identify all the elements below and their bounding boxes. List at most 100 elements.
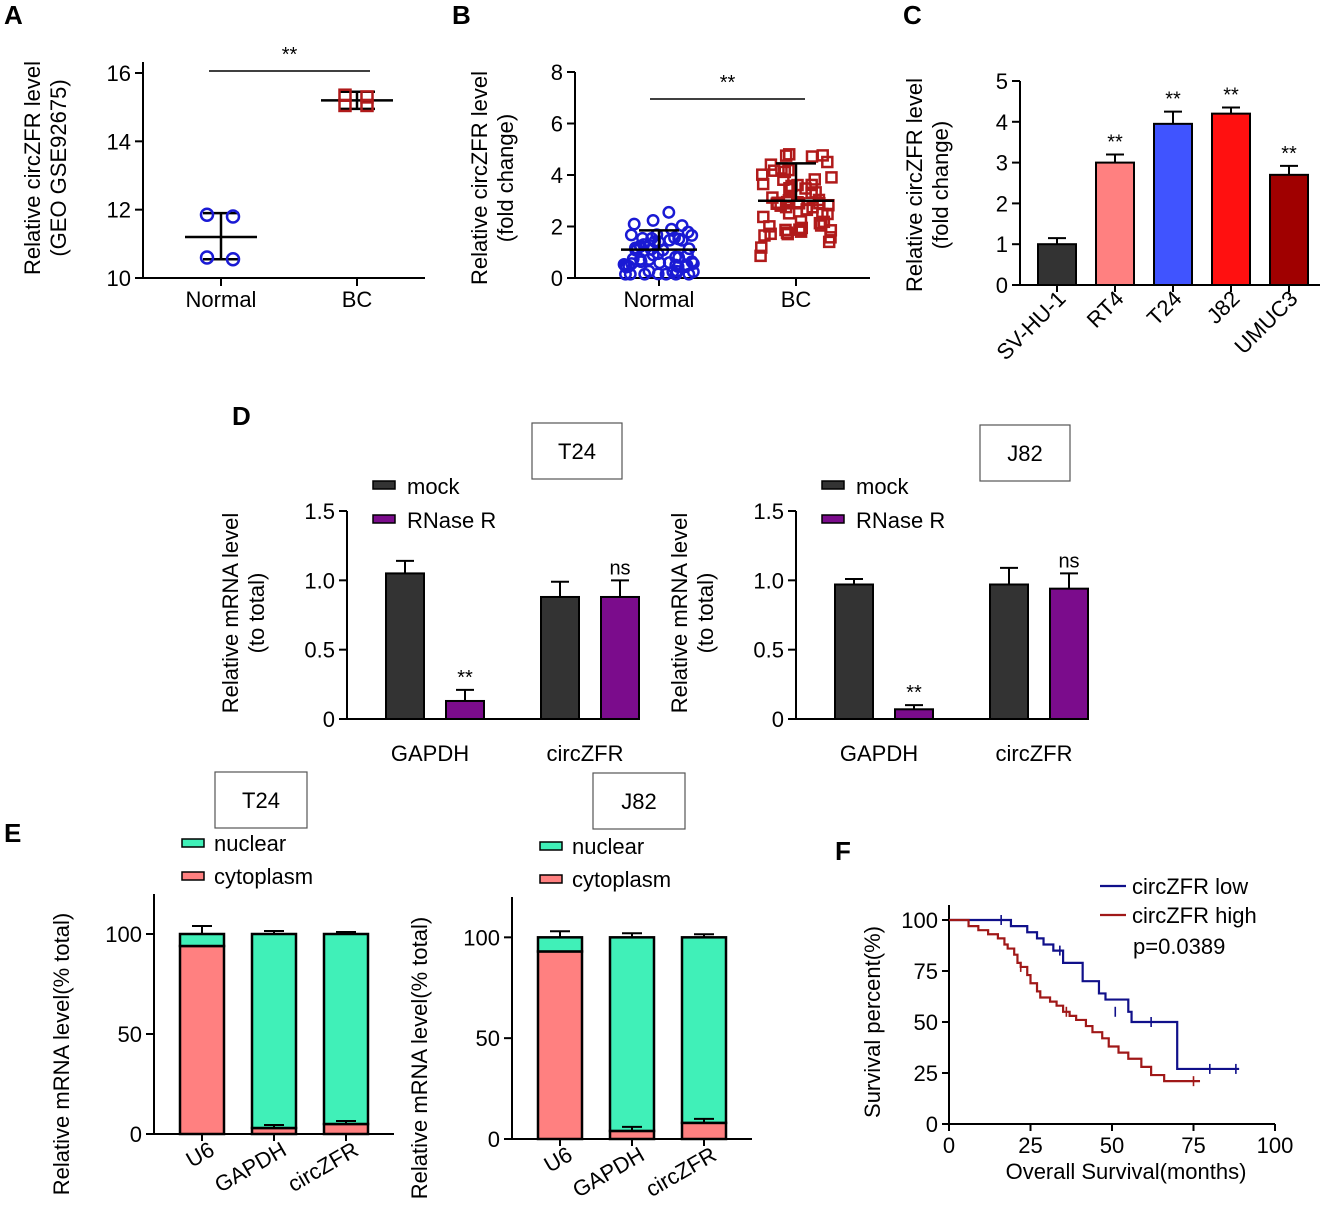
panel-c-significance: **: [1165, 89, 1181, 111]
panel-c-bar: [1269, 173, 1309, 286]
panel-b-bc-point: [817, 215, 831, 229]
panel-c-category-label: J82: [1202, 286, 1245, 329]
panel-d2-bar: [834, 583, 874, 721]
panel-d2-legend-swatch: [821, 480, 845, 490]
panel-b-bc-point: [800, 203, 814, 217]
panel-e2-y-axis-tick-label: 50: [476, 1026, 500, 1051]
panel-b-bc-point: [782, 148, 796, 161]
panel-d1-legend-label: mock: [407, 474, 461, 499]
panel-f-survival-line-low: [949, 918, 1240, 1071]
panel-b-bc-point: [754, 249, 767, 263]
panel-a-y-axis-tick-label: 16: [107, 61, 131, 86]
panel-b-normal-point: [627, 217, 641, 231]
panel-d1-bar: [445, 699, 485, 720]
panel-f-annotation: p=0.0389: [1133, 934, 1225, 959]
panel-c-ylabel: Relative circZFR level (fold change): [902, 78, 953, 292]
panel-c-significance: **: [1223, 85, 1239, 107]
panel-f-survival-line-high: [949, 918, 1201, 1083]
panel-b-normal-point: [638, 267, 652, 281]
panel-d2-y-axis-tick-label: 0: [772, 707, 784, 732]
panel-b-bc-point: [781, 227, 794, 241]
panel-f-legend-label: circZFR high: [1132, 903, 1257, 928]
panel-a-y-axis-tick-label: 12: [107, 198, 131, 223]
panel-d1-category-label: GAPDH: [391, 741, 469, 766]
panel-d2-title: J82: [1007, 441, 1042, 466]
panel-label-c: C: [903, 0, 922, 30]
panel-c-y-axis-tick-label: 1: [996, 232, 1008, 257]
panel-e1-ylabel-line: Relative mRNA level(% total): [49, 913, 74, 1195]
panel-f-y-tick-label: 100: [901, 908, 938, 933]
panel-d2-significance: ns: [1058, 550, 1079, 572]
panel-c-y-axis-tick-label: 3: [996, 151, 1008, 176]
panel-c-significance: **: [1281, 143, 1297, 165]
panel-a-category-label: BC: [342, 287, 373, 312]
panel-e1-cytoplasm-bar: [178, 944, 226, 1136]
panel-c-category-label: RT4: [1082, 286, 1129, 333]
panel-b-ylabel-line: Relative circZFR level: [467, 71, 492, 285]
panel-b-bc-point: [771, 196, 784, 210]
panel-b-y-axis-tick-label: 4: [551, 163, 563, 188]
panel-b-bc-point: [808, 173, 821, 186]
panel-a-ylabel: Relative circZFR level (GEO GSE92675): [20, 61, 71, 275]
panel-e1-nuclear-bar: [178, 932, 226, 948]
panel-d1-bar: [385, 572, 425, 721]
panel-e2-nuclear-bar: [680, 936, 728, 1125]
panel-b-normal-point: [669, 258, 683, 272]
panel-b-normal-point: [686, 257, 700, 270]
panel-b-y-axis-tick-label: 8: [551, 60, 563, 85]
panel-b-normal-point: [628, 241, 642, 255]
panel-b-bc-point: [755, 168, 769, 181]
panel-b-significance-label: **: [720, 72, 736, 94]
panel-b-bc-point: [825, 171, 838, 184]
panel-d1-y-axis-tick-label: 1.5: [304, 499, 335, 524]
panel-f-y-tick-label: 75: [914, 959, 938, 984]
panel-d1-significance: ns: [609, 557, 630, 579]
panel-e2-title-box: [592, 772, 686, 830]
panel-e1-category-label: U6: [182, 1137, 219, 1173]
panel-c-ylabel-line: (fold change): [928, 121, 953, 249]
panel-b-bc-point: [821, 207, 834, 221]
panel-label-d: D: [232, 401, 251, 431]
panel-b-ylabel-line: (fold change): [493, 114, 518, 242]
panel-f-x-tick-label: 25: [1018, 1133, 1042, 1158]
panel-b-bc-point: [767, 164, 781, 177]
panel-b-y-axis-tick-label: 6: [551, 112, 563, 137]
panel-e2-ylabel: Relative mRNA level(% total): [407, 917, 432, 1199]
panel-e1-title-box: [214, 771, 308, 829]
panel-b-ylabel: Relative circZFR level (fold change): [467, 71, 518, 285]
panel-e1-nuclear-bar: [250, 932, 298, 1130]
panel-e2-cytoplasm-bar: [536, 950, 584, 1141]
panel-c-y-axis-tick-label: 2: [996, 191, 1008, 216]
panel-b-normal-point: [619, 260, 633, 274]
panel-b-bc-point: [824, 224, 838, 237]
panel-d2-legend-label: RNase R: [856, 508, 945, 533]
panel-b-normal-point: [668, 231, 681, 245]
panel-d1-title-box: [531, 422, 623, 480]
panel-d1-title: T24: [558, 439, 596, 464]
panel-c-category-label: T24: [1142, 286, 1186, 330]
panel-d2-bar: [1049, 587, 1089, 720]
panel-c-bar: [1095, 161, 1135, 287]
panel-d1-ylabel-line: Relative mRNA level: [218, 513, 243, 714]
panel-b-category-label: Normal: [624, 287, 695, 312]
panel-a-point: [225, 251, 241, 267]
panel-c-ylabel-line: Relative circZFR level: [902, 78, 927, 292]
panel-d1-legend-label: RNase R: [407, 508, 496, 533]
panel-e1-ylabel: Relative mRNA level(% total): [49, 913, 74, 1195]
panel-b-bc-point: [758, 229, 771, 242]
panel-f-xlabel: Overall Survival(months): [1006, 1159, 1247, 1184]
panel-e2-y-axis-tick-label: 0: [488, 1127, 500, 1152]
panel-b-normal-point: [675, 219, 689, 232]
panel-a-point: [225, 209, 241, 224]
panel-b-normal-point: [662, 205, 676, 219]
panel-e2-cytoplasm-bar: [680, 1121, 728, 1141]
panel-e1-legend-label: cytoplasm: [214, 864, 313, 889]
panel-e1-y-axis-tick-label: 50: [118, 1022, 142, 1047]
panel-d1-y-axis-tick-label: 0: [323, 707, 335, 732]
panel-e2-nuclear-bar: [608, 936, 656, 1133]
panel-c-bar: [1037, 243, 1077, 286]
panel-d1-ylabel-line: (to total): [244, 573, 269, 654]
panel-b-normal-point: [669, 250, 683, 264]
panel-a-ylabel-line: Relative circZFR level: [20, 61, 45, 275]
panel-e1-category-label: circZFR: [283, 1137, 362, 1197]
